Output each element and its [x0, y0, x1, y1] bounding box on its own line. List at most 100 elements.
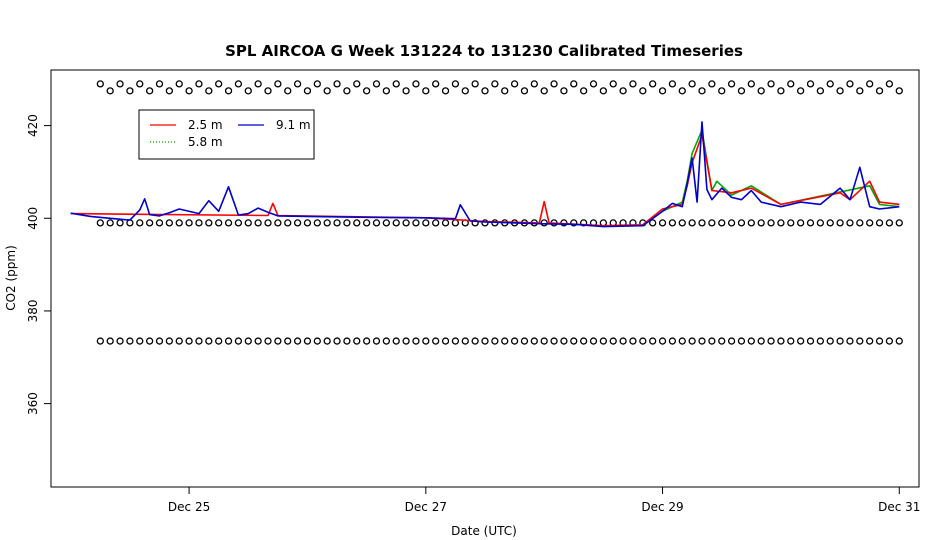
calibration-point-lower [412, 337, 420, 345]
calibration-point-middle [136, 219, 144, 227]
calibration-point-middle [293, 219, 302, 227]
calibration-point-lower [461, 337, 469, 345]
calibration-point-middle [382, 219, 391, 227]
calibration-point-lower [402, 337, 410, 345]
calibration-point-upper [303, 87, 312, 95]
calibration-point-lower [215, 337, 223, 345]
y-tick-label: 380 [26, 299, 40, 322]
calibration-point-upper [432, 80, 440, 88]
calibration-point-upper [333, 80, 341, 88]
calibration-point-upper [846, 80, 854, 88]
calibration-point-upper [274, 80, 282, 88]
calibration-point-middle [323, 219, 331, 227]
calibration-point-upper [816, 87, 825, 95]
calibration-point-lower [866, 337, 874, 345]
calibration-point-lower [96, 337, 104, 345]
calibration-point-middle [540, 219, 548, 227]
calibration-point-middle [806, 219, 815, 227]
calibration-point-middle [787, 219, 795, 227]
calibration-point-middle [234, 219, 243, 227]
calibration-point-middle [274, 219, 282, 227]
calibration-point-lower [501, 337, 509, 345]
calibration-point-upper [579, 87, 588, 95]
calibration-point-lower [777, 337, 785, 345]
legend-label: 9.1 m [276, 118, 311, 132]
calibration-point-lower [481, 337, 489, 345]
calibration-point-upper [826, 80, 834, 88]
calibration-point-middle [284, 219, 292, 227]
calibration-point-upper [175, 80, 183, 88]
calibration-point-upper [501, 87, 509, 95]
calibration-point-lower [806, 337, 815, 345]
calibration-point-upper [639, 87, 647, 95]
calibration-point-lower [244, 337, 252, 345]
calibration-point-upper [649, 80, 657, 88]
calibration-point-middle [570, 219, 578, 227]
calibration-point-upper [471, 80, 479, 88]
calibration-point-upper [343, 87, 351, 95]
calibration-point-middle [205, 219, 213, 227]
calibration-point-upper [875, 87, 884, 95]
calibration-point-upper [116, 80, 124, 88]
calibration-point-middle [747, 219, 755, 227]
calibration-point-lower [205, 337, 213, 345]
calibration-point-middle [757, 219, 765, 227]
calibration-point-middle [432, 219, 440, 227]
calibration-point-lower [787, 337, 795, 345]
calibration-point-middle [362, 219, 371, 227]
x-tick-label: Dec 27 [405, 500, 447, 514]
calibration-point-middle [392, 219, 400, 227]
calibration-point-middle [313, 219, 321, 227]
calibration-point-upper [629, 80, 637, 88]
calibration-point-middle [185, 219, 193, 227]
calibration-point-lower [274, 337, 282, 345]
calibration-point-lower [422, 337, 430, 345]
calibration-markers [96, 80, 903, 345]
calibration-point-lower [560, 337, 568, 345]
calibration-point-lower [629, 337, 637, 345]
calibration-point-middle [481, 219, 489, 227]
calibration-point-lower [579, 337, 588, 345]
calibration-point-upper [609, 80, 617, 88]
calibration-point-upper [461, 87, 469, 95]
calibration-point-upper [126, 87, 134, 95]
calibration-point-middle [718, 219, 726, 227]
x-tick-label: Dec 31 [878, 500, 920, 514]
calibration-point-lower [885, 337, 894, 345]
calibration-point-middle [668, 219, 677, 227]
calibration-point-upper [145, 87, 154, 95]
calibration-point-middle [96, 219, 104, 227]
calibration-point-middle [372, 219, 381, 227]
calibration-point-upper [866, 80, 874, 88]
calibration-point-middle [658, 219, 667, 227]
calibration-point-upper [205, 87, 213, 95]
calibration-point-middle [649, 219, 657, 227]
calibration-point-lower [747, 337, 755, 345]
calibration-point-upper [323, 87, 331, 95]
calibration-point-middle [333, 219, 341, 227]
legend-box [138, 109, 315, 160]
calibration-point-upper [224, 87, 233, 95]
calibration-point-upper [550, 80, 558, 88]
calibration-point-upper [885, 80, 894, 88]
calibration-point-lower [392, 337, 400, 345]
calibration-point-lower [708, 337, 716, 345]
calibration-point-middle [106, 219, 114, 227]
calibration-point-upper [244, 87, 252, 95]
calibration-point-middle [145, 219, 154, 227]
calibration-point-middle [816, 219, 825, 227]
calibration-point-middle [471, 219, 479, 227]
calibration-point-middle [343, 219, 351, 227]
y-tick-label: 420 [26, 114, 40, 137]
calibration-point-upper [787, 80, 795, 88]
calibration-point-upper [185, 87, 193, 95]
calibration-point-upper [372, 80, 381, 88]
calibration-point-lower [441, 337, 450, 345]
calibration-point-upper [155, 80, 164, 88]
calibration-point-upper [796, 87, 805, 95]
calibration-point-middle [422, 219, 430, 227]
calibration-point-middle [796, 219, 805, 227]
calibration-point-upper [599, 87, 608, 95]
x-axis: Dec 25 Dec 27 Dec 29 Dec 31 [168, 486, 920, 514]
calibration-point-lower [293, 337, 302, 345]
